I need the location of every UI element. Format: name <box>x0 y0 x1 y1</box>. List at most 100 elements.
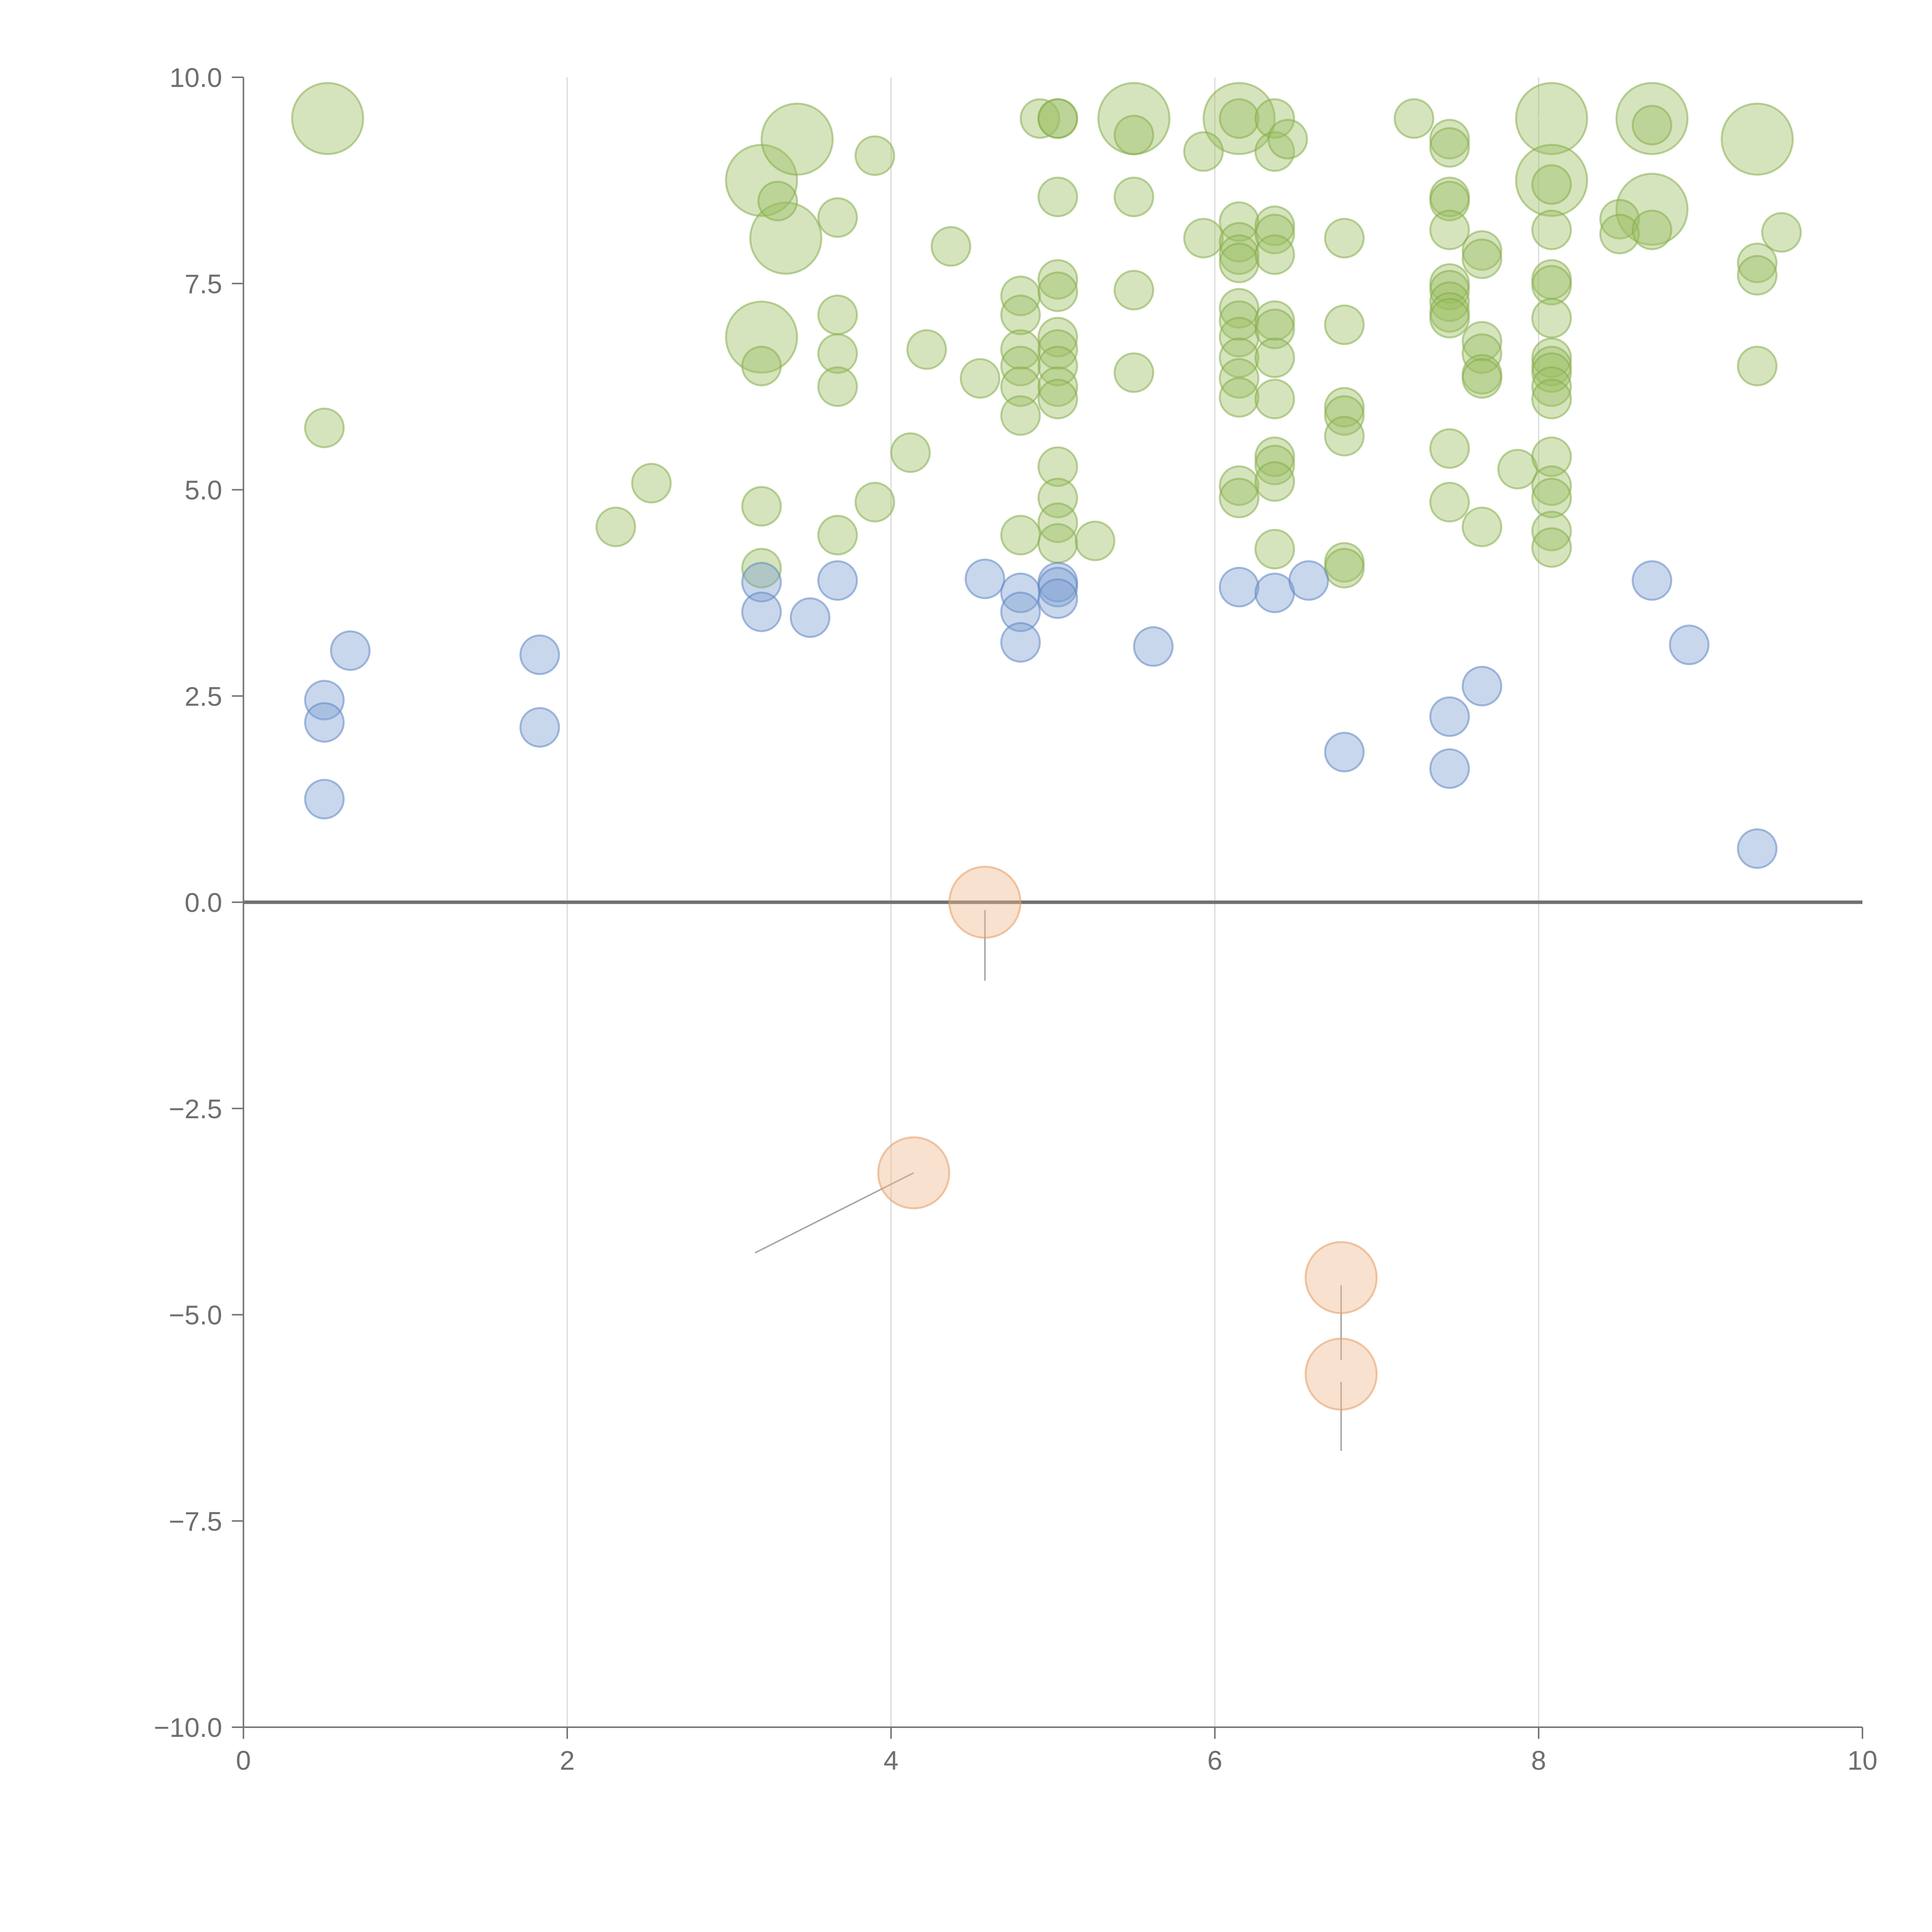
point-high-48 <box>1037 446 1078 487</box>
point-high-46 <box>1037 366 1078 407</box>
point-mid-26 <box>1669 624 1710 665</box>
point-high-117 <box>1531 265 1572 306</box>
point-high-23 <box>817 515 858 556</box>
point-high-86 <box>1324 218 1365 259</box>
point-high-24 <box>854 135 895 176</box>
point-high-130 <box>1599 214 1640 255</box>
point-high-128 <box>1531 527 1572 568</box>
point-mid-4 <box>519 634 560 675</box>
point-low-1 <box>877 1136 951 1209</box>
inner-leader-7 <box>1732 138 1758 165</box>
y-tick-label: −5.0 <box>169 1300 222 1330</box>
point-high-119 <box>1531 337 1572 378</box>
point-high-104 <box>1429 428 1470 469</box>
point-high-9 <box>1615 82 1689 155</box>
point-mid-16 <box>1037 578 1078 619</box>
point-high-84 <box>1254 461 1295 502</box>
point-high-98 <box>1429 209 1470 250</box>
point-high-113 <box>1497 449 1538 490</box>
point-high-32 <box>1000 329 1041 370</box>
point-high-73 <box>1254 131 1295 172</box>
point-high-100 <box>1429 270 1470 311</box>
point-high-40 <box>1037 177 1078 218</box>
point-high-29 <box>959 358 1000 399</box>
point-high-45 <box>1037 345 1078 386</box>
point-high-82 <box>1254 436 1295 477</box>
point-high-27 <box>906 329 947 370</box>
y-axis-ticks: 10.0 7.5 5.0 2.5 0.0 −2.5 −5.0 −7.5 −10.0 <box>154 63 243 1743</box>
point-mid-7 <box>741 591 782 632</box>
point-high-97 <box>1429 180 1470 221</box>
point-high-108 <box>1461 321 1502 362</box>
point-high-70 <box>1219 465 1260 506</box>
point-high-92 <box>1324 548 1365 588</box>
point-high-88 <box>1324 387 1365 428</box>
x-tick-label: 2 <box>560 1745 575 1776</box>
point-high-109 <box>1461 333 1502 374</box>
point-high-81 <box>1254 379 1295 420</box>
point-high-39 <box>1037 98 1078 139</box>
point-high-13 <box>595 507 636 548</box>
point-high-89 <box>1324 395 1365 436</box>
point-mid-6 <box>741 562 782 603</box>
point-high-19 <box>817 197 858 238</box>
x-tick-label: 8 <box>1531 1745 1546 1776</box>
point-high-105 <box>1429 482 1470 523</box>
y-tick-label: −7.5 <box>169 1506 222 1536</box>
point-high-134 <box>1737 255 1778 296</box>
point-high-50 <box>1037 502 1078 543</box>
point-high-132 <box>1631 209 1672 250</box>
point-high-115 <box>1531 209 1572 250</box>
inner-leader-0 <box>327 118 333 156</box>
point-high-2 <box>760 102 834 176</box>
point-high-6 <box>1202 82 1276 155</box>
point-mid-19 <box>1254 572 1295 613</box>
point-high-26 <box>890 432 931 473</box>
point-high-123 <box>1531 379 1572 420</box>
x-tick-label: 10 <box>1847 1745 1878 1776</box>
point-high-3 <box>749 201 823 275</box>
point-high-85 <box>1254 529 1295 570</box>
point-high-14 <box>631 463 672 503</box>
x-tick-label: 4 <box>884 1745 899 1776</box>
point-high-127 <box>1531 510 1572 551</box>
point-high-41 <box>1037 259 1078 300</box>
point-high-76 <box>1254 214 1295 255</box>
point-high-112 <box>1461 507 1502 548</box>
point-high-135 <box>1737 345 1778 386</box>
point-high-114 <box>1531 164 1572 205</box>
point-high-136 <box>1761 212 1802 253</box>
y-tick-label: −2.5 <box>169 1094 222 1124</box>
point-high-129 <box>1599 199 1640 240</box>
x-tick-label: 0 <box>236 1745 251 1776</box>
point-high-43 <box>1037 317 1078 358</box>
point-low-3 <box>1304 1337 1378 1411</box>
point-high-52 <box>1075 520 1116 561</box>
point-high-53 <box>1114 114 1154 155</box>
point-mid-25 <box>1631 560 1672 601</box>
point-high-87 <box>1324 304 1365 345</box>
point-high-49 <box>1037 478 1078 519</box>
point-mid-20 <box>1288 560 1329 601</box>
point-high-106 <box>1461 230 1502 271</box>
x-tick-label: 6 <box>1208 1745 1223 1776</box>
point-high-103 <box>1429 298 1470 338</box>
point-high-62 <box>1219 234 1260 275</box>
y-tick-label: 10.0 <box>170 63 222 93</box>
point-high-22 <box>817 366 858 407</box>
point-mid-12 <box>1000 591 1041 632</box>
point-mid-18 <box>1219 566 1260 607</box>
point-high-78 <box>1254 300 1295 341</box>
point-high-10 <box>1615 173 1689 246</box>
point-high-57 <box>1183 131 1224 172</box>
point-high-61 <box>1219 222 1260 263</box>
inner-leader-3 <box>736 336 762 354</box>
point-high-71 <box>1219 478 1260 519</box>
point-high-58 <box>1183 218 1224 259</box>
point-mid-2 <box>304 779 345 820</box>
point-high-107 <box>1461 238 1502 279</box>
point-high-15 <box>741 345 782 386</box>
point-high-16 <box>741 486 782 527</box>
point-high-79 <box>1254 308 1295 349</box>
point-mid-8 <box>790 597 830 638</box>
